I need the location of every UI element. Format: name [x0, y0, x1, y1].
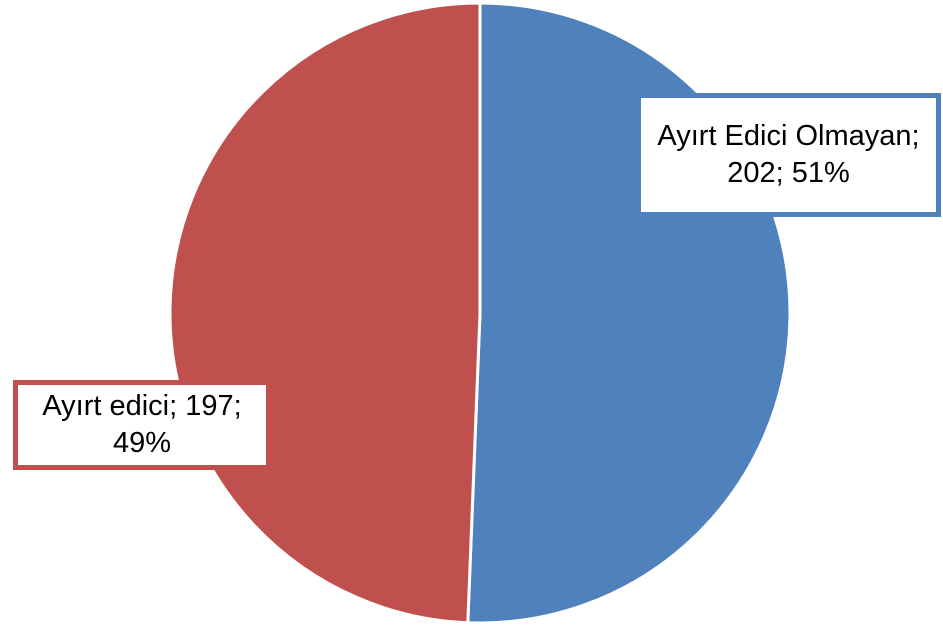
data-label-ayirt-edici-olmayan: Ayırt Edici Olmayan; 202; 51% [636, 93, 941, 217]
data-label-line: Ayırt edici; 197; [42, 390, 242, 422]
data-label-ayirt-edici: Ayırt edici; 197; 49% [13, 380, 271, 470]
data-label-line: Ayırt Edici Olmayan; [657, 120, 920, 152]
pie-slice-ayırt-edici [168, 1, 482, 625]
data-label-line: 49% [112, 427, 172, 459]
data-label-line: 202; 51% [727, 157, 850, 189]
